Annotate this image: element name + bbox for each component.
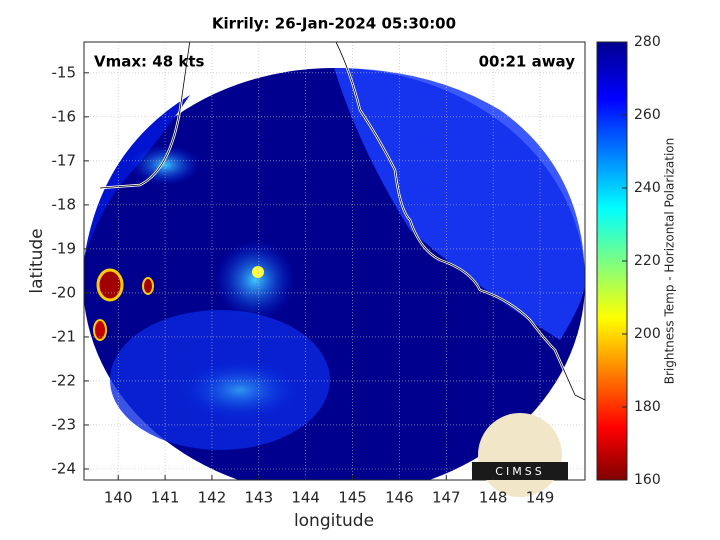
- y-axis-label: latitude: [27, 228, 47, 293]
- y-tick-label: -17: [52, 151, 77, 169]
- annotation: Vmax: 48 kts: [94, 53, 204, 71]
- y-tick-label: -23: [52, 415, 77, 433]
- y-tick-label: -18: [52, 195, 77, 213]
- logo-text: CIMSS: [495, 465, 544, 478]
- y-tick-label: -24: [52, 459, 77, 477]
- colorbar-tick-label: 220: [634, 253, 661, 269]
- colorbar-tick-label: 280: [634, 34, 661, 50]
- x-tick-label: 146: [385, 489, 414, 507]
- x-axis-label: longitude: [294, 511, 374, 531]
- colorbar-tick-label: 180: [634, 399, 661, 415]
- x-tick-label: 149: [526, 489, 555, 507]
- chart-title: Kirrily: 26-Jan-2024 05:30:00: [212, 15, 456, 33]
- y-tick-label: -19: [52, 239, 77, 257]
- colorbar-tick-label: 240: [634, 180, 661, 196]
- x-tick-label: 141: [151, 489, 180, 507]
- y-tick-label: -16: [52, 107, 77, 125]
- x-tick-label: 142: [198, 489, 227, 507]
- colorbar-tick-label: 200: [634, 326, 661, 342]
- x-tick-label: 148: [479, 489, 508, 507]
- axes-frame: [83, 41, 586, 481]
- colorbar-tick-label: 260: [634, 107, 661, 123]
- y-tick-label: -15: [52, 63, 77, 81]
- y-tick-label: -21: [52, 327, 77, 345]
- x-tick-label: 145: [338, 489, 367, 507]
- annotation: 00:21 away: [479, 53, 576, 71]
- colorbar-label: Brightness Temp - Horizontal Polarizatio…: [663, 138, 677, 385]
- logo: CIMSS: [472, 413, 568, 497]
- colorbar-tick-label: 160: [634, 472, 661, 488]
- x-tick-label: 140: [104, 489, 133, 507]
- x-tick-label: 144: [291, 489, 320, 507]
- y-tick-label: -20: [52, 283, 77, 301]
- swath: [84, 42, 585, 480]
- x-tick-label: 143: [244, 489, 273, 507]
- y-tick-label: -22: [52, 371, 77, 389]
- x-tick-label: 147: [432, 489, 461, 507]
